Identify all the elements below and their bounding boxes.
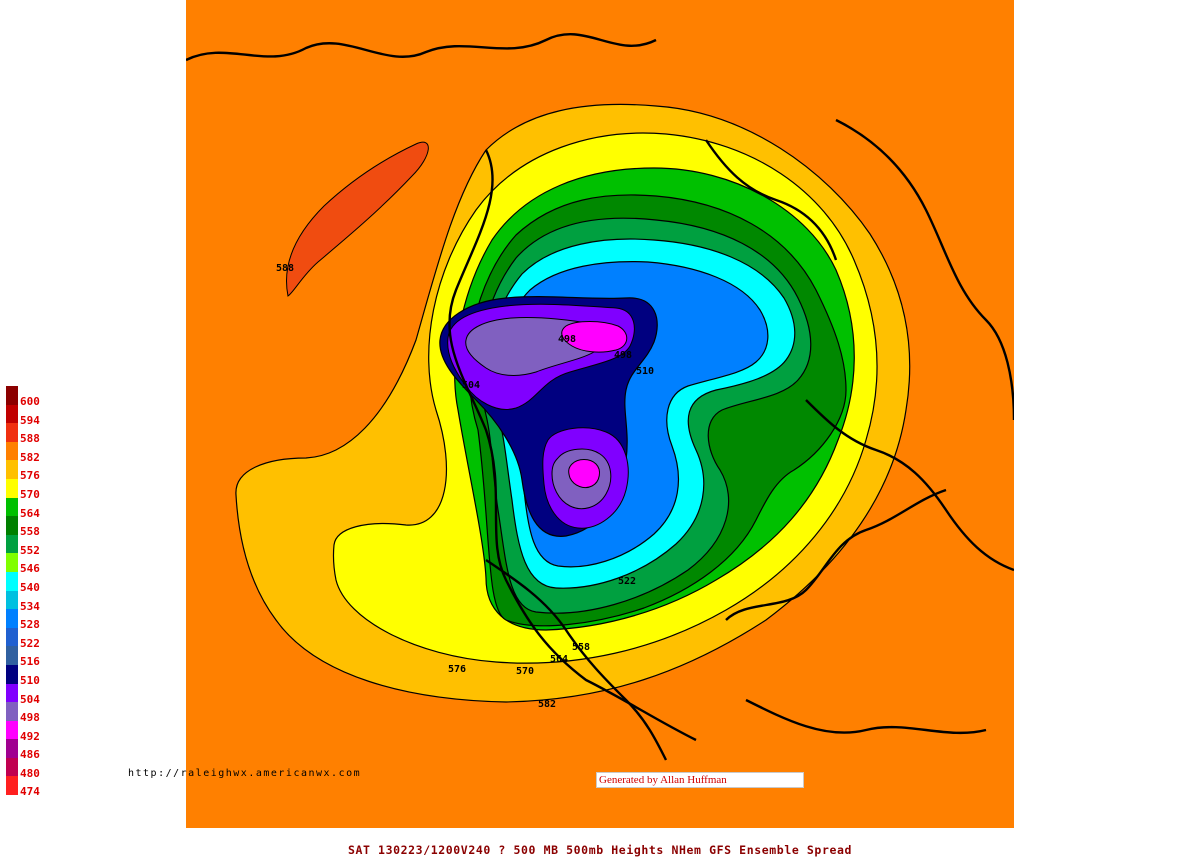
legend-swatch [6,664,18,684]
legend-swatch [6,516,18,535]
height-map: 588 498 498 504 510 522 576 570 564 558 … [185,0,1016,828]
legend-swatch [6,441,18,461]
legend-item: 594 [6,404,66,427]
contour-label: 564 [550,654,568,665]
contour-492-siberia [561,321,628,353]
legend-label: 588 [20,432,40,446]
legend-swatch [6,497,18,517]
legend-item: 534 [6,590,66,613]
contour-label: 498 [614,350,632,361]
legend-label: 528 [20,618,40,632]
legend-item: 504 [6,683,66,706]
legend-item: 510 [6,664,66,687]
map-caption: SAT 130223/1200V240 ? 500 MB 500mb Heigh… [347,843,853,857]
legend-swatch [6,423,18,442]
contour-label-layer: 588 498 498 504 510 522 576 570 564 558 … [276,263,654,710]
legend-item: 540 [6,571,66,594]
legend-item: 528 [6,609,66,632]
contour-label: 504 [462,380,480,391]
legend-swatch [6,386,18,405]
legend-item: 474 [6,776,66,799]
legend-item: 552 [6,534,66,557]
legend-label: 564 [20,506,40,520]
legend-item: 576 [6,460,66,483]
legend-item: 498 [6,702,66,725]
legend-item: 480 [6,757,66,780]
legend-swatch [6,757,18,777]
coastlines [185,33,1016,761]
legend-label: 582 [20,450,40,464]
legend-swatch [6,404,18,424]
legend-swatch [6,683,18,703]
credit-box: Generated by Allan Huffman [596,772,804,788]
legend-label: 498 [20,711,40,725]
legend-item: 516 [6,646,66,669]
legend-item: 492 [6,720,66,743]
legend-swatch [6,478,18,498]
contour-label: 588 [276,263,294,274]
legend-swatch [6,534,18,554]
contour-map-svg: 588 498 498 504 510 522 576 570 564 558 … [185,33,1016,761]
legend-label: 474 [20,785,40,799]
legend-swatch [6,739,18,758]
legend-item: 600 [6,386,66,408]
legend-swatch [6,609,18,628]
site-url: http://raleighwx.americanwx.com [128,768,362,779]
credit-text: Generated by Allan Huffman [599,774,727,786]
legend-item: 486 [6,739,66,762]
legend-swatch [6,627,18,647]
legend-label: 486 [20,748,40,762]
legend-item: 570 [6,478,66,501]
contour-492-canada [568,459,600,489]
legend-swatch [6,460,18,479]
legend-swatch [6,590,18,610]
legend-label: 540 [20,580,40,594]
contour-label: 576 [448,664,466,675]
contour-label: 510 [636,366,654,377]
contour-label: 582 [538,699,556,710]
legend-swatch [6,702,18,721]
contour-label: 558 [572,642,590,653]
contour-label: 570 [516,666,534,677]
legend-item: 546 [6,553,66,576]
legend-label: 480 [20,766,40,780]
contour-label: 498 [558,334,576,345]
legend-label: 576 [20,469,40,483]
legend-label: 546 [20,562,40,576]
legend-label: 552 [20,543,40,557]
color-legend: 600 594 588 582 576 570 564 558 552 546 540 534 528 5… [6,386,66,799]
legend-label: 516 [20,655,40,669]
legend-item: 558 [6,516,66,539]
legend-item: 564 [6,497,66,520]
legend-swatch [6,571,18,591]
legend-label: 492 [20,729,40,743]
legend-swatch [6,720,18,740]
legend-label: 600 [20,395,40,408]
legend-label: 534 [20,599,40,613]
contour-label: 522 [618,576,636,587]
legend-item: 588 [6,423,66,446]
legend-item: 522 [6,627,66,650]
legend-item: 582 [6,441,66,464]
legend-label: 510 [20,673,40,687]
legend-label: 570 [20,487,40,501]
legend-swatch [6,776,18,796]
legend-swatch [6,553,18,572]
legend-label: 522 [20,636,40,650]
legend-label: 558 [20,525,40,539]
pacific-ridge-588 [286,141,429,297]
legend-label: 504 [20,692,40,706]
legend-label: 594 [20,413,40,427]
legend-swatch [6,646,18,665]
